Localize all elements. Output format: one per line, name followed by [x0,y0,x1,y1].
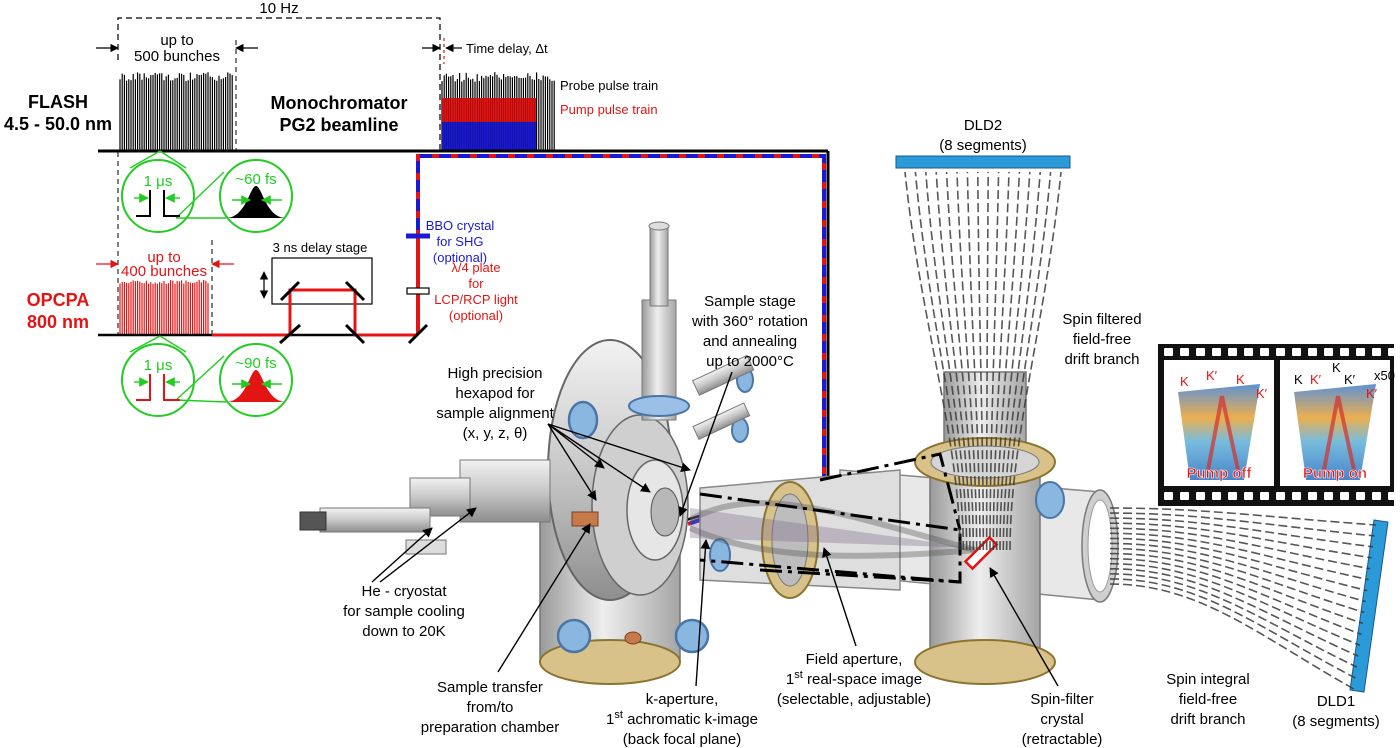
time-delay-label: Time delay, Δt [466,41,548,56]
fap-label-3: (selectable, adjustable) [777,691,931,708]
integ-label-2: field-free [1179,691,1237,708]
annotation-cryostat: He - cryostat for sample cooling down to… [343,507,477,640]
k-label-on-1: K [1294,372,1303,387]
bbo-label-3: (optional) [433,250,487,265]
sfc-label-1: Spin-filter [1030,691,1093,708]
mono-subtitle: PG2 beamline [279,115,398,135]
spinfilt-label-2: field-free [1073,331,1131,348]
kap-label-2: 1st achromatic k-image [606,709,758,728]
waveplate-label-2: for [468,276,484,291]
dld1-segments: (8 segments) [1292,713,1380,730]
waveplate-label: λ/4 plate [451,260,500,275]
annotation-spin-integral: Spin integral field-free drift branch [1166,671,1249,728]
opcpa-pulse-train [119,280,209,334]
kap-label-3: (back focal plane) [623,731,741,748]
annotation-hexapod: High precision hexapod for sample alignm… [436,365,691,501]
flash-bunch-width: up to 500 bunches [96,32,258,150]
flash-duration-label: ~60 fs [235,171,276,188]
opcpa-bunches-label-2: 400 bunches [121,263,207,280]
delay-stage: 3 ns delay stage [212,240,429,345]
rep-rate-bracket: 10 Hz [117,0,441,150]
sfc-label-2: crystal [1040,711,1083,728]
integ-label-1: Spin integral [1166,671,1249,688]
rep-rate-label: 10 Hz [259,0,298,17]
pump-on-label: Pump on [1303,465,1367,482]
trajectories-right [1109,507,1377,690]
flash-title: FLASH [28,92,88,112]
kap-label-1: k-aperture, [646,691,719,708]
opcpa-bunches-label: up to [147,249,180,266]
transfer-label-1: Sample transfer [437,679,543,696]
hexapod-label-3: sample alignment [436,405,554,422]
mono-title: Monochromator [271,93,408,113]
annotation-spin-filter-crystal: Spin-filter crystal (retractable) [989,567,1103,748]
cryostat-label-1: He - cryostat [361,583,447,600]
kp-label-off-1: K′ [1206,368,1218,383]
transfer-label-2: from/to [467,699,514,716]
opcpa-title: OPCPA [27,290,90,310]
integ-label-3: drift branch [1170,711,1245,728]
hexapod-label-2: hexapod for [455,385,534,402]
dld2-segments: (8 segments) [939,137,1027,154]
kp-label-on-2: K′ [1344,372,1356,387]
delay-stage-label: 3 ns delay stage [273,240,368,255]
dld1-label: DLD1 [1317,693,1355,710]
time-delay-marker: Time delay, Δt [422,38,548,64]
dld2-detector [895,155,1071,169]
spinfilt-label-1: Spin filtered [1062,311,1141,328]
cryostat-label-3: down to 20K [362,623,445,640]
transfer-label-3: preparation chamber [421,719,559,736]
sfc-label-3: (retractable) [1022,731,1103,748]
annotation-spin-filtered: Spin filtered field-free drift branch [1062,311,1141,368]
kp-label-off-2: K′ [1256,386,1268,401]
stage-label-2: with 360° rotation [691,313,808,330]
annotation-field-aperture: Field aperture, 1st real-space image (se… [777,547,931,708]
bbo-crystal: BBO crystal for SHG (optional) [406,218,494,265]
fap-label-1: Field aperture, [806,651,903,668]
trajectories-up [904,171,1062,551]
probe-train-label: Probe pulse train [560,78,658,93]
flash-zoom: 1 μs ~60 fs [121,150,293,233]
opcpa-bunch-width: up to 400 bunches [96,152,234,334]
flash-spacing-label: 1 μs [144,173,173,190]
kp-label-on-3: K′ [1366,386,1378,401]
combined-pulse-train [441,72,555,150]
bbo-label-2: for SHG [437,234,484,249]
annotation-k-aperture: k-aperture, 1st achromatic k-image (back… [606,539,758,748]
k-label-off-1: K [1180,374,1189,389]
dld2-label: DLD2 [964,117,1002,134]
annotation-transfer: Sample transfer from/to preparation cham… [421,523,591,736]
pump-off-label: Pump off [1187,465,1253,482]
spinfilt-label-3: drift branch [1064,351,1139,368]
kp-label-on-1: K′ [1310,372,1322,387]
k-label-off-2: K [1236,372,1245,387]
stage-label-4: up to 2000°C [706,353,794,370]
waveplate: λ/4 plate for LCP/RCP light (optional) [406,260,518,323]
flash-pulse-train [119,72,233,150]
flash-bunches-label: up to [160,32,193,49]
k-label-on-2: K [1332,360,1341,375]
waveplate-label-4: (optional) [449,308,503,323]
annotation-sample-stage: Sample stage with 360° rotation and anne… [678,293,808,517]
pump-train-label: Pump pulse train [560,102,658,117]
hexapod-label-1: High precision [447,365,542,382]
hexapod-label-4: (x, y, z, θ) [463,425,528,442]
fap-label-2: 1st real-space image [786,669,922,688]
stage-label-1: Sample stage [704,293,796,310]
cryostat-label-2: for sample cooling [343,603,465,620]
x50-label: x50 [1374,368,1395,383]
flash-bunches-label-2: 500 bunches [134,48,220,65]
flash-wavelength: 4.5 - 50.0 nm [4,114,112,134]
electron-optics [688,452,999,584]
stage-label-3: and annealing [703,333,797,350]
arpes-filmstrip: K K′ K K′ K K′ K K′ x50 K′ Pump off Pump… [1158,344,1397,506]
opcpa-wavelength: 800 nm [27,312,89,332]
waveplate-label-3: LCP/RCP light [434,292,518,307]
annotation-dld1: DLD1 (8 segments) [1292,693,1380,730]
opcpa-zoom: 1 μs ~90 fs [121,335,293,417]
bbo-label: BBO crystal [426,218,495,233]
opcpa-duration-label: ~90 fs [235,355,276,372]
opcpa-spacing-label: 1 μs [144,357,173,374]
